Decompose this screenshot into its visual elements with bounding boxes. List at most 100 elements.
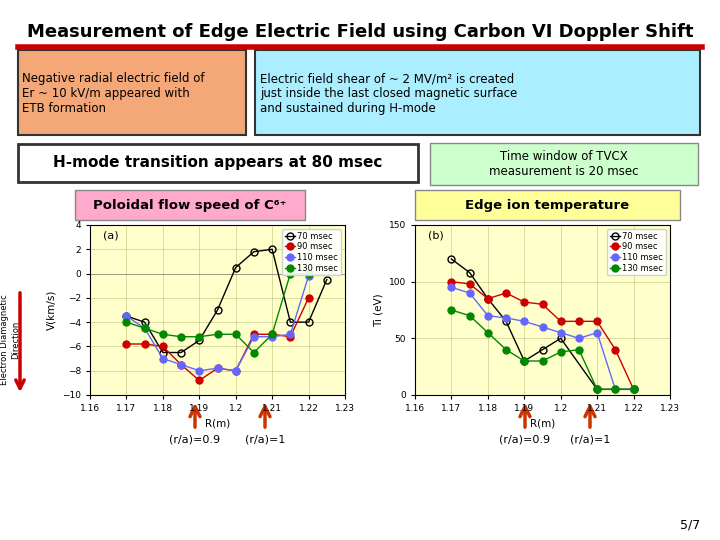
110 msec <box>268 334 276 340</box>
70 msec <box>122 313 131 319</box>
130 msec <box>195 334 204 340</box>
Bar <box>255 50 700 135</box>
70 msec <box>158 349 167 356</box>
90 msec <box>465 281 474 287</box>
110 msec <box>593 329 601 336</box>
Bar <box>75 190 305 220</box>
Text: Electron Diamagnetic
Direction: Electron Diamagnetic Direction <box>0 295 19 386</box>
130 msec <box>122 319 131 326</box>
Text: (r/a)=0.9: (r/a)=0.9 <box>169 435 220 445</box>
90 msec <box>502 290 510 296</box>
130 msec <box>484 329 492 336</box>
Text: (b): (b) <box>428 230 444 240</box>
130 msec <box>158 331 167 338</box>
130 msec <box>231 331 240 338</box>
Line: 70 msec: 70 msec <box>123 246 330 356</box>
70 msec <box>484 295 492 302</box>
110 msec <box>305 273 313 279</box>
Line: 90 msec: 90 msec <box>448 278 637 393</box>
130 msec <box>447 307 456 313</box>
Text: Time window of TVCX
measurement is 20 msec: Time window of TVCX measurement is 20 ms… <box>490 150 639 178</box>
Text: Negative radial electric field of
Er ~ 10 kV/m appeared with
ETB formation: Negative radial electric field of Er ~ 1… <box>22 72 204 115</box>
90 msec <box>250 331 258 338</box>
130 msec <box>140 325 149 332</box>
Line: 130 msec: 130 msec <box>448 307 637 393</box>
X-axis label: R(m): R(m) <box>205 418 230 429</box>
70 msec <box>195 337 204 343</box>
Text: 5/7: 5/7 <box>680 518 700 531</box>
70 msec <box>538 347 546 353</box>
Bar <box>430 143 698 185</box>
110 msec <box>231 368 240 374</box>
130 msec <box>557 349 565 355</box>
130 msec <box>213 331 222 338</box>
110 msec <box>538 324 546 330</box>
110 msec <box>447 284 456 291</box>
110 msec <box>557 329 565 336</box>
130 msec <box>286 271 294 277</box>
Legend: 70 msec, 90 msec, 110 msec, 130 msec: 70 msec, 90 msec, 110 msec, 130 msec <box>608 229 666 275</box>
130 msec <box>575 347 583 353</box>
90 msec <box>305 295 313 301</box>
Text: (r/a)=1: (r/a)=1 <box>245 435 285 445</box>
90 msec <box>231 368 240 374</box>
70 msec <box>447 256 456 262</box>
Bar <box>18 144 418 182</box>
70 msec <box>465 269 474 276</box>
110 msec <box>465 290 474 296</box>
Line: 90 msec: 90 msec <box>123 294 312 384</box>
Text: (r/a)=0.9: (r/a)=0.9 <box>500 435 551 445</box>
Y-axis label: Ti (eV): Ti (eV) <box>373 293 383 327</box>
90 msec <box>268 331 276 338</box>
Bar <box>18 50 246 135</box>
90 msec <box>629 386 638 393</box>
130 msec <box>593 386 601 393</box>
Text: H-mode transition appears at 80 msec: H-mode transition appears at 80 msec <box>53 156 383 171</box>
70 msec <box>213 307 222 313</box>
110 msec <box>629 386 638 393</box>
70 msec <box>305 319 313 326</box>
Bar <box>415 190 680 220</box>
Line: 130 msec: 130 msec <box>123 270 312 356</box>
Text: (r/a)=1: (r/a)=1 <box>570 435 610 445</box>
90 msec <box>213 365 222 372</box>
90 msec <box>140 341 149 347</box>
110 msec <box>575 335 583 342</box>
Line: 70 msec: 70 msec <box>448 255 637 393</box>
130 msec <box>250 349 258 356</box>
90 msec <box>286 334 294 340</box>
70 msec <box>520 358 528 365</box>
110 msec <box>484 313 492 319</box>
Text: Poloidal flow speed of C⁶⁺: Poloidal flow speed of C⁶⁺ <box>93 199 287 212</box>
90 msec <box>520 299 528 305</box>
90 msec <box>538 301 546 308</box>
70 msec <box>323 276 331 283</box>
90 msec <box>158 343 167 350</box>
110 msec <box>195 368 204 374</box>
70 msec <box>286 319 294 326</box>
70 msec <box>557 335 565 342</box>
90 msec <box>575 318 583 325</box>
Legend: 70 msec, 90 msec, 110 msec, 130 msec: 70 msec, 90 msec, 110 msec, 130 msec <box>282 229 341 275</box>
Text: Edge ion temperature: Edge ion temperature <box>465 199 629 212</box>
130 msec <box>268 331 276 338</box>
Line: 110 msec: 110 msec <box>123 273 312 374</box>
90 msec <box>611 347 620 353</box>
90 msec <box>557 318 565 325</box>
130 msec <box>305 271 313 277</box>
70 msec <box>176 349 185 356</box>
110 msec <box>176 361 185 368</box>
110 msec <box>158 355 167 362</box>
90 msec <box>195 377 204 383</box>
130 msec <box>611 386 620 393</box>
130 msec <box>176 334 185 340</box>
130 msec <box>538 358 546 365</box>
90 msec <box>176 361 185 368</box>
130 msec <box>629 386 638 393</box>
70 msec <box>268 246 276 253</box>
70 msec <box>502 318 510 325</box>
110 msec <box>213 365 222 372</box>
110 msec <box>250 334 258 340</box>
90 msec <box>122 341 131 347</box>
Text: Electric field shear of ~ 2 MV/m² is created
just inside the last closed magneti: Electric field shear of ~ 2 MV/m² is cre… <box>260 72 517 115</box>
